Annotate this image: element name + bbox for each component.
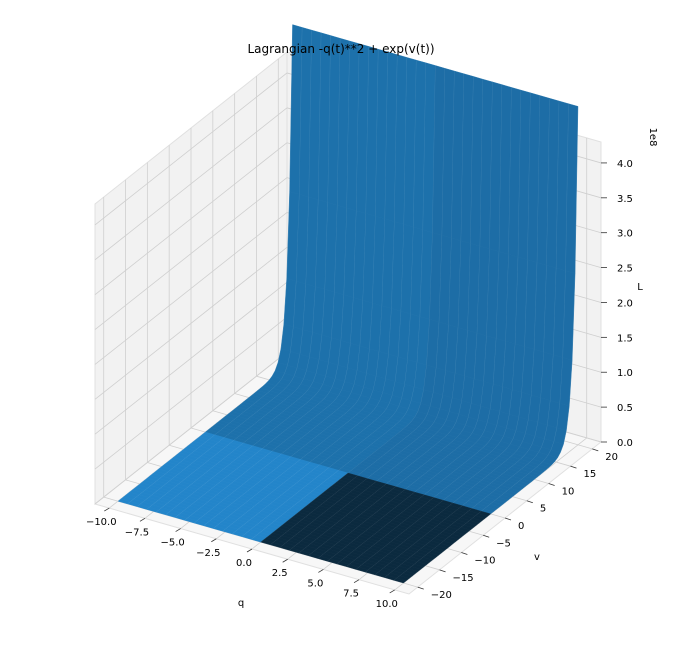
grid-z-left: [94, 351, 288, 505]
grid-z-left: [94, 281, 288, 435]
grid-z-left: [94, 107, 288, 261]
z-tick-label: 2.0: [617, 298, 633, 309]
x-tick-mark: [389, 589, 395, 594]
z-tick-label: 3.0: [617, 229, 633, 240]
y-tick-mark: [461, 552, 468, 555]
mesh-line: [403, 106, 579, 584]
grid-z-left: [94, 316, 288, 470]
z-tick-label: 2.5: [617, 264, 633, 275]
y-tick-label: −15: [453, 573, 474, 584]
mesh-line: [213, 51, 388, 529]
mesh-line: [146, 32, 322, 510]
z-axis-label: L: [637, 282, 643, 293]
mesh-line: [317, 81, 493, 559]
z-tick-label: 1.5: [617, 333, 633, 344]
x-tick-mark: [139, 517, 146, 522]
x-tick-label: 10.0: [376, 599, 398, 610]
y-tick-mark: [526, 500, 533, 504]
x-tick-mark: [104, 507, 110, 512]
y-tick-label: 20: [605, 452, 618, 463]
y-tick-label: 5: [540, 504, 546, 515]
x-tick-label: 0.0: [236, 558, 252, 569]
mesh-line: [308, 79, 484, 556]
x-tick-label: 2.5: [272, 568, 288, 579]
mesh-line: [241, 60, 417, 537]
y-tick-label: −5: [496, 538, 511, 549]
mesh-line: [184, 43, 360, 521]
y-tick-mark: [592, 448, 599, 452]
mesh-line: [298, 76, 474, 554]
x-tick-label: −7.5: [125, 527, 149, 538]
x-tick-mark: [353, 579, 360, 584]
grid-z-left: [94, 177, 288, 330]
y-tick-label: −10: [474, 556, 495, 567]
surface-plot: [117, 24, 579, 584]
y-axis-label: v: [534, 552, 540, 563]
x-tick-label: −2.5: [196, 548, 220, 559]
mesh-line: [232, 57, 407, 535]
mesh-line: [136, 30, 312, 507]
mesh-line: [165, 38, 341, 515]
x-tick-mark: [282, 558, 288, 563]
mesh-line: [222, 54, 398, 532]
chart-title: Lagrangian -q(t)**2 + exp(v(t)): [247, 42, 434, 56]
mesh-line: [336, 87, 512, 565]
mesh-line: [365, 95, 541, 573]
grid-z-left: [94, 142, 288, 296]
x-axis-label: q: [238, 598, 244, 609]
mesh-line: [289, 73, 465, 551]
y-tick-label: −20: [431, 590, 452, 601]
surface-patch: [393, 577, 407, 584]
mesh-line: [279, 70, 455, 548]
tick-labels: −10.0−7.5−5.0−2.50.02.55.07.510.0−20−15−…: [86, 159, 633, 610]
mesh-line: [346, 90, 522, 567]
x-tick-mark: [318, 569, 324, 573]
x-tick-label: −10.0: [86, 517, 117, 528]
grid-z-left: [94, 212, 288, 365]
z-tick-label: 3.5: [617, 194, 633, 205]
mesh-line: [393, 103, 569, 581]
mesh-line: [355, 92, 531, 570]
x-tick-label: 7.5: [343, 589, 359, 600]
x-tick-mark: [175, 528, 181, 532]
mesh-line: [251, 62, 427, 540]
y-tick-label: 15: [583, 469, 596, 480]
mesh-line: [155, 35, 331, 513]
x-tick-label: 5.0: [307, 578, 323, 589]
mesh-line: [193, 46, 369, 524]
y-tick-mark: [504, 517, 512, 521]
mesh-line: [270, 68, 446, 545]
mesh-line: [203, 49, 379, 526]
mesh-line: [127, 27, 303, 505]
y-tick-label: 10: [562, 486, 575, 497]
mesh-line: [374, 98, 550, 575]
x-tick-label: −5.0: [160, 538, 184, 549]
z-tick-label: 0.5: [617, 403, 633, 414]
y-tick-mark: [439, 569, 446, 573]
z-tick-label: 4.0: [617, 159, 633, 170]
y-tick-label: 0: [518, 521, 524, 532]
mesh-line: [384, 100, 560, 578]
x-tick-mark: [211, 538, 217, 543]
z-tick-label: 0.0: [617, 438, 633, 449]
mesh-line: [260, 65, 436, 543]
mesh-line: [174, 40, 350, 518]
y-tick-mark: [548, 483, 555, 486]
mesh-line: [117, 24, 293, 502]
grid-z-left: [94, 247, 288, 400]
y-tick-mark: [417, 586, 424, 590]
y-tick-mark: [570, 465, 577, 469]
z-tick-label: 1.0: [617, 368, 633, 379]
x-tick-mark: [246, 548, 253, 553]
y-tick-mark: [483, 534, 490, 538]
mesh-line: [327, 84, 503, 562]
z-offset-label: 1e8: [647, 128, 658, 147]
grid-z-left: [94, 72, 288, 226]
